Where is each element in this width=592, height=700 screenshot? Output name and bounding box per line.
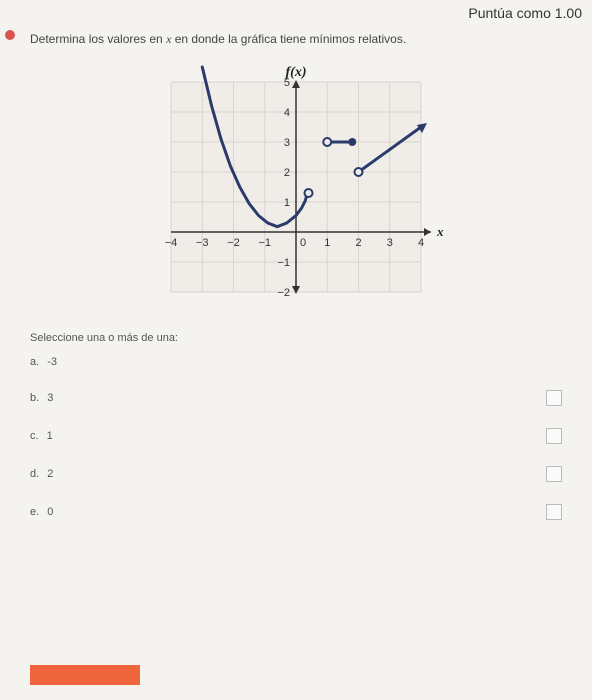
option-value: 1 <box>47 430 53 442</box>
svg-text:−4: −4 <box>165 237 178 249</box>
option-value: 2 <box>47 468 53 480</box>
svg-text:2: 2 <box>284 167 290 179</box>
svg-text:3: 3 <box>387 237 393 249</box>
svg-text:2: 2 <box>355 237 361 249</box>
option-checkbox[interactable] <box>546 428 562 444</box>
option-checkbox[interactable] <box>546 504 562 520</box>
question-marker <box>5 30 15 40</box>
option-label: e. 0 <box>30 506 53 518</box>
option-row[interactable]: a. -3 <box>30 356 572 368</box>
option-value: 0 <box>47 506 53 518</box>
option-row[interactable]: b. 3 <box>30 390 572 406</box>
option-letter: b. <box>30 392 39 404</box>
svg-text:0: 0 <box>300 237 306 249</box>
option-label: d. 2 <box>30 468 53 480</box>
svg-text:4: 4 <box>418 237 424 249</box>
option-label: a. -3 <box>30 356 57 368</box>
function-graph: −4−3−2−101234−2−112345f(x)x <box>146 57 446 317</box>
svg-text:1: 1 <box>324 237 330 249</box>
option-letter: a. <box>30 356 39 368</box>
option-letter: e. <box>30 506 39 518</box>
svg-text:3: 3 <box>284 137 290 149</box>
option-value: 3 <box>47 392 53 404</box>
svg-text:1: 1 <box>284 197 290 209</box>
option-row[interactable]: c. 1 <box>30 428 572 444</box>
option-checkbox[interactable] <box>546 390 562 406</box>
option-row[interactable]: e. 0 <box>30 504 572 520</box>
svg-text:−2: −2 <box>227 237 240 249</box>
option-letter: d. <box>30 468 39 480</box>
svg-text:−1: −1 <box>277 257 290 269</box>
question-text: Determina los valores en x en donde la g… <box>30 32 572 47</box>
svg-text:−2: −2 <box>277 287 290 299</box>
option-label: c. 1 <box>30 430 53 442</box>
option-letter: c. <box>30 430 39 442</box>
option-value: -3 <box>47 356 57 368</box>
option-label: b. 3 <box>30 392 53 404</box>
question-after: en donde la gráfica tiene mínimos relati… <box>171 32 406 46</box>
question-before: Determina los valores en <box>30 32 166 46</box>
svg-text:4: 4 <box>284 107 290 119</box>
instruction-text: Seleccione una o más de una: <box>30 332 572 344</box>
bottom-action-bar[interactable] <box>30 665 140 685</box>
options-list: a. -3 b. 3 c. 1 d. 2 e. 0 <box>30 356 572 520</box>
svg-text:x: x <box>436 224 444 239</box>
option-row[interactable]: d. 2 <box>30 466 572 482</box>
option-checkbox[interactable] <box>546 466 562 482</box>
svg-text:−1: −1 <box>258 237 271 249</box>
score-label: Puntúa como 1.00 <box>468 5 582 21</box>
svg-text:−3: −3 <box>196 237 209 249</box>
svg-text:f(x): f(x) <box>286 65 307 80</box>
